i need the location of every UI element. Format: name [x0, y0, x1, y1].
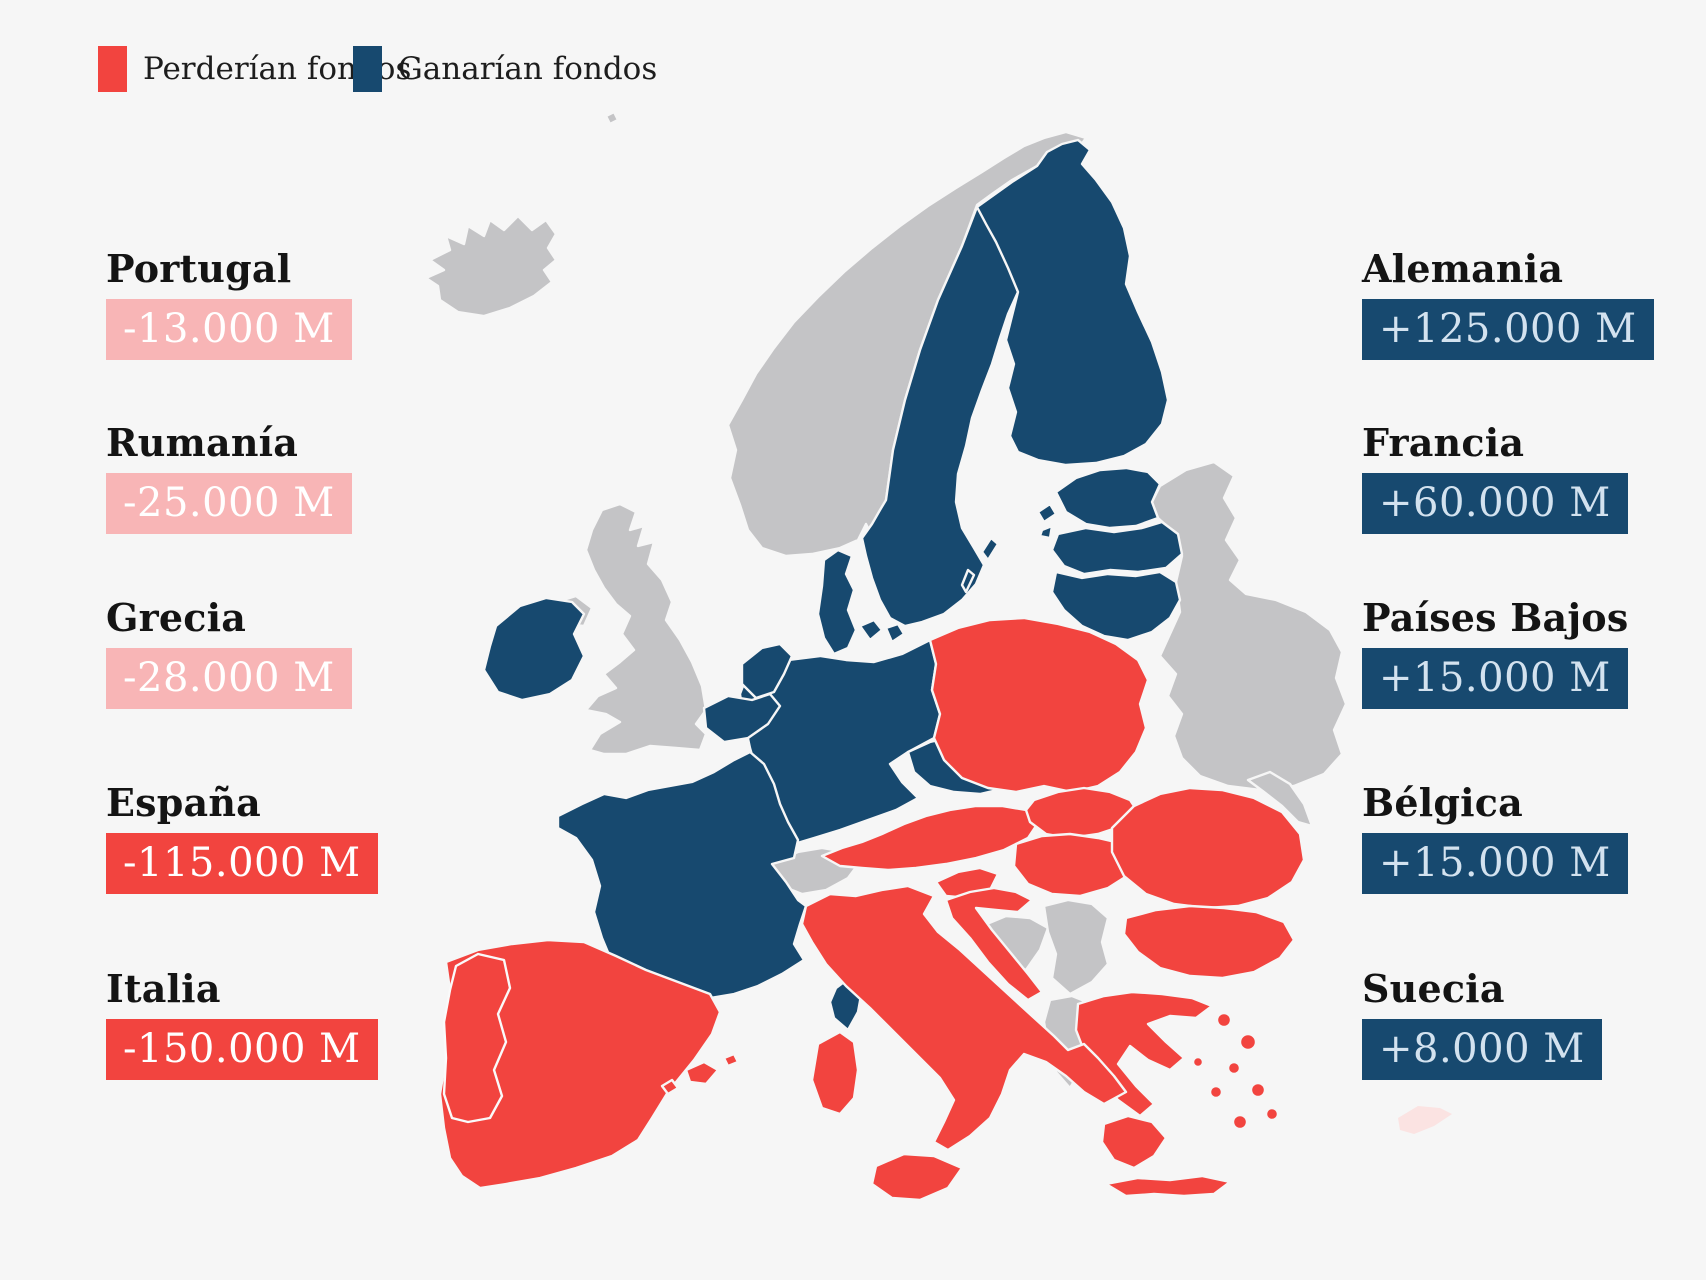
- value-badge-espana: -115.000 M: [106, 833, 378, 894]
- map-moldova: [1246, 770, 1314, 828]
- label-italia: Italia -150.000 M: [106, 966, 378, 1080]
- map-estonian-islands: [1036, 502, 1058, 540]
- label-espana: España -115.000 M: [106, 780, 378, 894]
- map-great-britain: [584, 502, 708, 756]
- map-serbia: [1042, 898, 1110, 996]
- label-paises-bajos: Países Bajos +15.000 M: [1362, 595, 1628, 709]
- country-name-italia: Italia: [106, 966, 221, 1011]
- label-belgica: Bélgica +15.000 M: [1362, 780, 1628, 894]
- map-ireland: [482, 596, 586, 702]
- country-name-espana: España: [106, 780, 261, 825]
- legend-item-gain: Ganarían fondos: [353, 46, 657, 92]
- country-name-paises-bajos: Países Bajos: [1362, 595, 1629, 640]
- map-sicily: [870, 1152, 964, 1202]
- value-badge-grecia: -28.000 M: [106, 648, 352, 709]
- map-italy: [800, 884, 1128, 1152]
- value-badge-alemania: +125.000 M: [1362, 299, 1654, 360]
- value-badge-italia: -150.000 M: [106, 1019, 378, 1080]
- map-romania: [1110, 786, 1306, 910]
- legend-swatch-gain: [353, 46, 382, 92]
- map-bulgaria: [1122, 904, 1296, 980]
- map-latvia: [1050, 520, 1184, 576]
- map-russia-belarus: [1150, 460, 1348, 792]
- value-badge-portugal: -13.000 M: [106, 299, 352, 360]
- map-sweden: [860, 205, 1020, 628]
- value-badge-paises-bajos: +15.000 M: [1362, 648, 1628, 709]
- country-name-francia: Francia: [1362, 420, 1525, 465]
- map-croatia: [944, 886, 1044, 1002]
- label-alemania: Alemania +125.000 M: [1362, 246, 1654, 360]
- map-gotland: [980, 536, 1000, 562]
- map-oland: [960, 568, 976, 594]
- label-suecia: Suecia +8.000 M: [1362, 966, 1602, 1080]
- map-faroe: [604, 110, 620, 126]
- country-name-rumania: Rumanía: [106, 420, 299, 465]
- label-rumania: Rumanía -25.000 M: [106, 420, 352, 534]
- country-name-portugal: Portugal: [106, 246, 292, 291]
- country-name-grecia: Grecia: [106, 595, 247, 640]
- map-balearics: [660, 1052, 740, 1096]
- country-name-belgica: Bélgica: [1362, 780, 1523, 825]
- map-portugal: [442, 952, 512, 1124]
- map-lithuania: [1050, 570, 1182, 642]
- map-estonia: [1054, 466, 1162, 530]
- label-portugal: Portugal -13.000 M: [106, 246, 352, 360]
- map-netherlands: [740, 642, 794, 700]
- map-denmark: [816, 548, 858, 656]
- map-france: [556, 750, 808, 1000]
- value-badge-belgica: +15.000 M: [1362, 833, 1628, 894]
- map-crete: [1104, 1174, 1232, 1198]
- value-badge-francia: +60.000 M: [1362, 473, 1628, 534]
- map-iceland: [424, 214, 558, 318]
- legend-swatch-lose: [98, 46, 127, 92]
- map-cyprus: [1398, 1106, 1452, 1134]
- country-name-suecia: Suecia: [1362, 966, 1505, 1011]
- map-spain: [438, 938, 722, 1190]
- label-francia: Francia +60.000 M: [1362, 420, 1628, 534]
- country-name-alemania: Alemania: [1362, 246, 1564, 291]
- map-poland: [928, 616, 1150, 794]
- map-peloponnese: [1100, 1114, 1168, 1170]
- map-finland: [975, 138, 1170, 467]
- value-badge-suecia: +8.000 M: [1362, 1019, 1602, 1080]
- legend-label-gain: Ganarían fondos: [398, 51, 658, 87]
- label-grecia: Grecia -28.000 M: [106, 595, 352, 709]
- value-badge-rumania: -25.000 M: [106, 473, 352, 534]
- map-sardinia: [810, 1030, 860, 1116]
- map-danish-islands: [858, 618, 906, 644]
- map-greek-islands: [1191, 1011, 1280, 1131]
- map-belgium: [702, 692, 782, 744]
